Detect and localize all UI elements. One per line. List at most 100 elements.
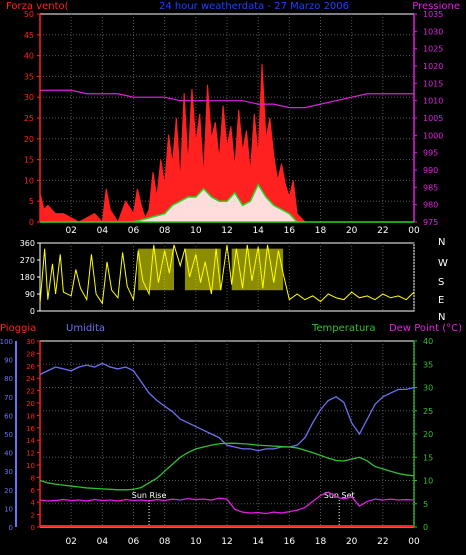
temperature-tick-label: 40 bbox=[423, 337, 433, 346]
dewpoint-series bbox=[39, 491, 415, 515]
rain-tick-label: 2 bbox=[31, 512, 35, 520]
left-axis-label: Forza vento( bbox=[6, 1, 69, 12]
rain-tick-label: 20 bbox=[26, 400, 35, 408]
sun-annotation: Sun Set bbox=[324, 491, 355, 500]
x-tick-label: 00 bbox=[408, 226, 420, 236]
y-right-tick-label: 980 bbox=[423, 201, 438, 210]
sun-annotation: Sun Rise bbox=[132, 491, 167, 500]
x-tick-label: 16 bbox=[284, 226, 296, 236]
humidity-tick-label: 90 bbox=[4, 357, 13, 365]
y-right-tick-label: 1035 bbox=[423, 10, 443, 19]
y-left-tick-label: 20 bbox=[24, 135, 34, 144]
temperature-tick-label: 20 bbox=[423, 430, 433, 439]
humidity-tick-label: 80 bbox=[4, 375, 13, 383]
humidity-tick-label: 30 bbox=[4, 468, 13, 476]
x-tick-label: 02 bbox=[65, 226, 76, 236]
temperature-tick-label: 5 bbox=[423, 500, 428, 509]
y-right-tick-label: 1005 bbox=[423, 114, 443, 123]
x-tick-label: 08 bbox=[159, 226, 171, 236]
y-right-tick-label: 1015 bbox=[423, 79, 443, 88]
y-left-tick-label: 10 bbox=[24, 176, 34, 185]
direction-dense-band bbox=[231, 248, 284, 291]
humidity-tick-label: 40 bbox=[4, 450, 13, 458]
temperature-humidity-panel: Pioggia Umidita Temperatura Dew Point (°C) 0… bbox=[0, 323, 462, 547]
x-tick-label: 00 bbox=[408, 537, 420, 547]
rain-tick-label: 22 bbox=[26, 388, 35, 396]
y-right-tick-label: 990 bbox=[423, 166, 438, 175]
x-tick-label: 04 bbox=[97, 537, 109, 547]
y-left-tick-label: 35 bbox=[24, 72, 34, 81]
direction-label: S bbox=[438, 277, 444, 288]
y-tick-label: 90 bbox=[25, 290, 35, 299]
y-left-tick-label: 50 bbox=[24, 10, 34, 19]
temperature-tick-label: 15 bbox=[423, 453, 433, 462]
y-right-tick-label: 1010 bbox=[423, 97, 443, 106]
y-tick-label: 0 bbox=[30, 307, 35, 316]
y-right-tick-label: 985 bbox=[423, 183, 438, 192]
pressure-series bbox=[40, 89, 414, 109]
rain-tick-label: 18 bbox=[26, 412, 35, 420]
x-tick-label: 20 bbox=[346, 226, 358, 236]
y-tick-label: 180 bbox=[20, 273, 35, 282]
wind-pressure-panel: 02 04 06 08 10 12 14 16 18 20 22 000510152025303540… bbox=[6, 1, 460, 236]
rain-tick-label: 6 bbox=[31, 487, 36, 495]
y-left-tick-label: 0 bbox=[29, 218, 34, 227]
x-tick-label: 14 bbox=[252, 537, 264, 547]
y-left-tick-label: 15 bbox=[24, 156, 34, 165]
direction-dense-band bbox=[184, 248, 221, 291]
x-tick-label: 12 bbox=[221, 226, 232, 236]
temperature-series bbox=[39, 442, 415, 491]
humidity-label: Umidita bbox=[66, 323, 105, 334]
wind-average-series bbox=[40, 182, 414, 223]
rain-tick-label: 12 bbox=[26, 450, 35, 458]
temperature-label: Temperatura bbox=[311, 323, 376, 334]
rain-tick-label: 0 bbox=[31, 524, 35, 532]
dewpoint-label: Dew Point (°C) bbox=[389, 323, 462, 334]
humidity-series bbox=[39, 362, 415, 452]
rain-tick-label: 4 bbox=[31, 499, 36, 507]
y-right-tick-label: 1025 bbox=[423, 45, 443, 54]
chart-title: 24 hour weatherdata - 27 Marzo 2006 bbox=[159, 1, 349, 12]
y-tick-label: 270 bbox=[20, 256, 35, 265]
x-tick-label: 22 bbox=[377, 226, 388, 236]
temperature-tick-label: 30 bbox=[423, 384, 433, 393]
x-tick-label: 14 bbox=[252, 226, 264, 236]
direction-label: N bbox=[438, 312, 445, 323]
rain-tick-label: 8 bbox=[31, 474, 35, 482]
x-tick-label: 16 bbox=[284, 537, 296, 547]
x-tick-label: 22 bbox=[377, 537, 388, 547]
x-tick-label: 08 bbox=[159, 537, 171, 547]
x-tick-label: 10 bbox=[190, 226, 202, 236]
rain-tick-label: 14 bbox=[26, 437, 35, 445]
x-tick-label: 20 bbox=[346, 537, 358, 547]
x-tick-label: 06 bbox=[128, 226, 140, 236]
y-left-tick-label: 30 bbox=[24, 93, 34, 102]
humidity-tick-label: 60 bbox=[4, 412, 13, 420]
humidity-tick-label: 50 bbox=[4, 431, 13, 439]
x-tick-label: 10 bbox=[190, 537, 202, 547]
y-right-tick-label: 975 bbox=[423, 218, 438, 227]
direction-label: W bbox=[438, 258, 448, 269]
rain-tick-label: 16 bbox=[26, 425, 35, 433]
x-tick-label: 06 bbox=[128, 537, 140, 547]
y-right-tick-label: 995 bbox=[423, 149, 438, 158]
humidity-tick-label: 100 bbox=[0, 338, 13, 346]
rain-tick-label: 30 bbox=[26, 338, 35, 346]
y-left-tick-label: 5 bbox=[29, 197, 34, 206]
humidity-tick-label: 10 bbox=[4, 505, 13, 513]
wind-gust-series bbox=[39, 63, 414, 224]
y-tick-label: 360 bbox=[20, 239, 35, 248]
x-tick-label: 18 bbox=[315, 226, 327, 236]
direction-label: N bbox=[438, 237, 445, 248]
rain-tick-label: 26 bbox=[26, 363, 35, 371]
direction-dense-band bbox=[138, 248, 175, 291]
rain-tick-label: 24 bbox=[26, 375, 35, 383]
x-tick-label: 12 bbox=[221, 537, 232, 547]
humidity-tick-label: 0 bbox=[9, 524, 13, 532]
y-left-tick-label: 40 bbox=[24, 52, 34, 61]
temperature-tick-label: 25 bbox=[423, 407, 433, 416]
y-right-tick-label: 1030 bbox=[423, 27, 443, 36]
direction-label: E bbox=[438, 295, 444, 306]
